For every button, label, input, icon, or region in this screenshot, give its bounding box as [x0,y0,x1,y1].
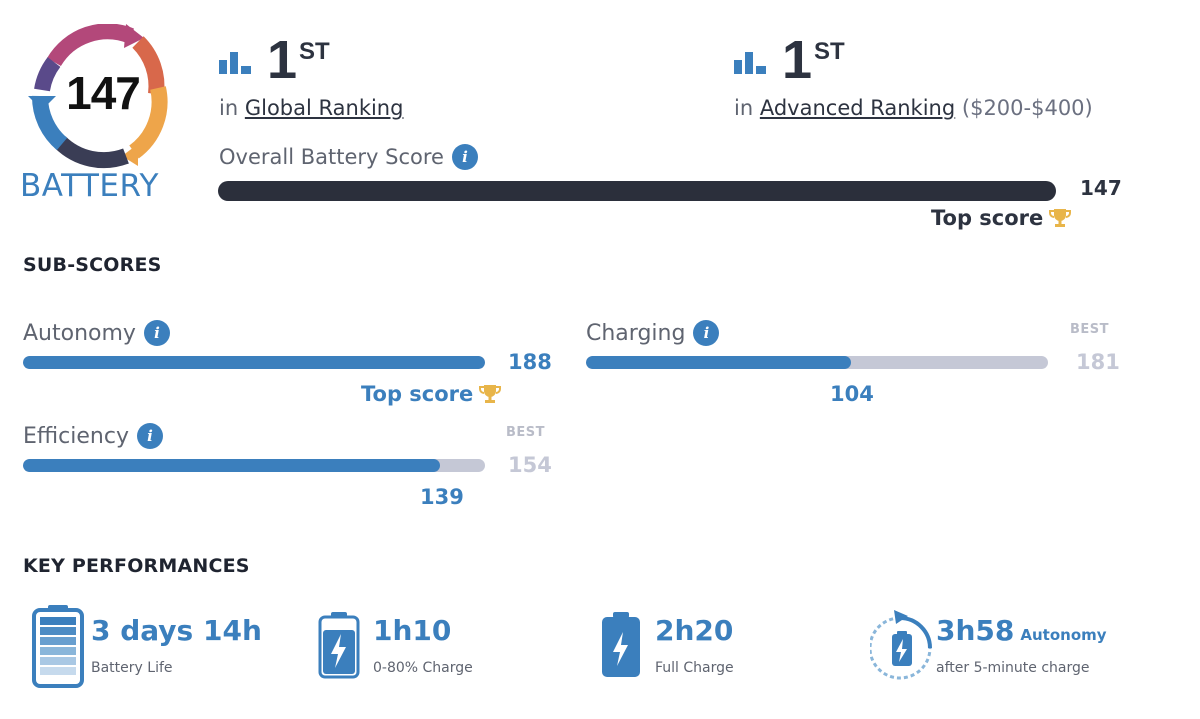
battery-charging-icon [602,612,640,677]
key-performances-title: KEY PERFORMANCES [23,555,250,577]
battery-score-badge: 147 BATTERY [18,20,178,210]
battery-life-performance: 3 days 14h Battery Life [32,604,292,688]
global-ranking-prefix: in [219,96,239,120]
autonomy-label-row: Autonomy i [23,320,170,346]
top-score-label: Top score [361,382,474,406]
efficiency-score: 139 [420,485,464,509]
overall-score-value: 147 [1080,176,1122,200]
advanced-ranking: 1 ST in Advanced Ranking ($200-$400) [734,32,1093,120]
charging-best-score: 181 [1076,350,1120,374]
info-icon[interactable]: i [136,423,163,449]
quick-charge-label: after 5-minute charge [936,660,1090,676]
autonomy-top-score: Top score [361,382,502,406]
charging-subscore: Charging i BEST 181 104 [586,320,1120,410]
quick-charge-extra: Autonomy [1020,626,1107,644]
efficiency-label-row: Efficiency i [23,423,163,449]
trophy-icon [1049,209,1072,227]
battery-life-label: Battery Life [91,660,173,676]
autonomy-bar-track [23,356,485,369]
badge-score-value: 147 [66,67,141,119]
global-rank-number: 1 [267,30,298,90]
global-ranking: 1 ST in Global Ranking [219,32,403,120]
advanced-rank-number: 1 [782,30,813,90]
quick-charge-value-row: 3h58 Autonomy [936,614,1107,647]
charge-80-performance: 1h10 0-80% Charge [318,604,538,688]
autonomy-score: 188 [508,350,552,374]
overall-top-score: Top score [931,206,1072,230]
efficiency-subscore: Efficiency i BEST 154 139 [23,423,553,513]
ranking-bars-icon [219,52,251,74]
battery-life-value: 3 days 14h [91,614,262,647]
sub-scores-title: SUB-SCORES [23,254,162,276]
efficiency-best-label: BEST [505,425,545,440]
charging-bar-track [586,356,1048,369]
charging-score: 104 [830,382,874,406]
charging-best-label: BEST [1069,322,1109,337]
charge-80-label: 0-80% Charge [373,660,473,676]
global-ranking-link[interactable]: Global Ranking [244,96,404,120]
trophy-icon [479,385,502,403]
battery-charging-icon [318,612,360,679]
full-charge-performance: 2h20 Full Charge [600,604,820,688]
ranking-bars-icon [734,52,766,74]
quick-charge-timer-icon [870,610,932,680]
info-icon[interactable]: i [693,320,720,346]
quick-charge-value: 3h58 [936,614,1015,647]
charging-bar-fill [586,356,852,369]
advanced-rank-suffix: ST [814,38,845,65]
overall-score-label: Overall Battery Score i [219,144,478,170]
score-ring-icon [28,24,168,169]
info-icon[interactable]: i [143,320,170,346]
efficiency-best-score: 154 [508,453,552,477]
charging-label-row: Charging i [586,320,720,346]
advanced-ranking-caption: in Advanced Ranking ($200-$400) [734,96,1093,120]
global-ranking-caption: in Global Ranking [219,96,403,120]
advanced-ranking-prefix: in [734,96,754,120]
top-score-label: Top score [931,206,1044,230]
charging-label: Charging [586,320,686,346]
global-rank-suffix: ST [299,38,330,65]
full-charge-value: 2h20 [655,614,734,647]
autonomy-label: Autonomy [23,320,136,346]
autonomy-subscore: Autonomy i 188 Top score [23,320,553,410]
badge-label: BATTERY [20,168,159,204]
battery-full-icon [32,605,84,688]
advanced-ranking-range: ($200-$400) [961,96,1093,120]
overall-score-bar [218,181,1056,201]
charge-80-value: 1h10 [373,614,452,647]
efficiency-label: Efficiency [23,423,129,449]
quick-charge-autonomy-performance: 3h58 Autonomy after 5-minute charge [870,604,1170,688]
advanced-ranking-link[interactable]: Advanced Ranking [759,96,956,120]
overall-score-title: Overall Battery Score [219,145,444,169]
efficiency-bar-fill [23,459,440,472]
full-charge-label: Full Charge [655,660,734,676]
autonomy-bar-fill [23,356,485,369]
efficiency-bar-track [23,459,485,472]
info-icon[interactable]: i [451,144,478,170]
